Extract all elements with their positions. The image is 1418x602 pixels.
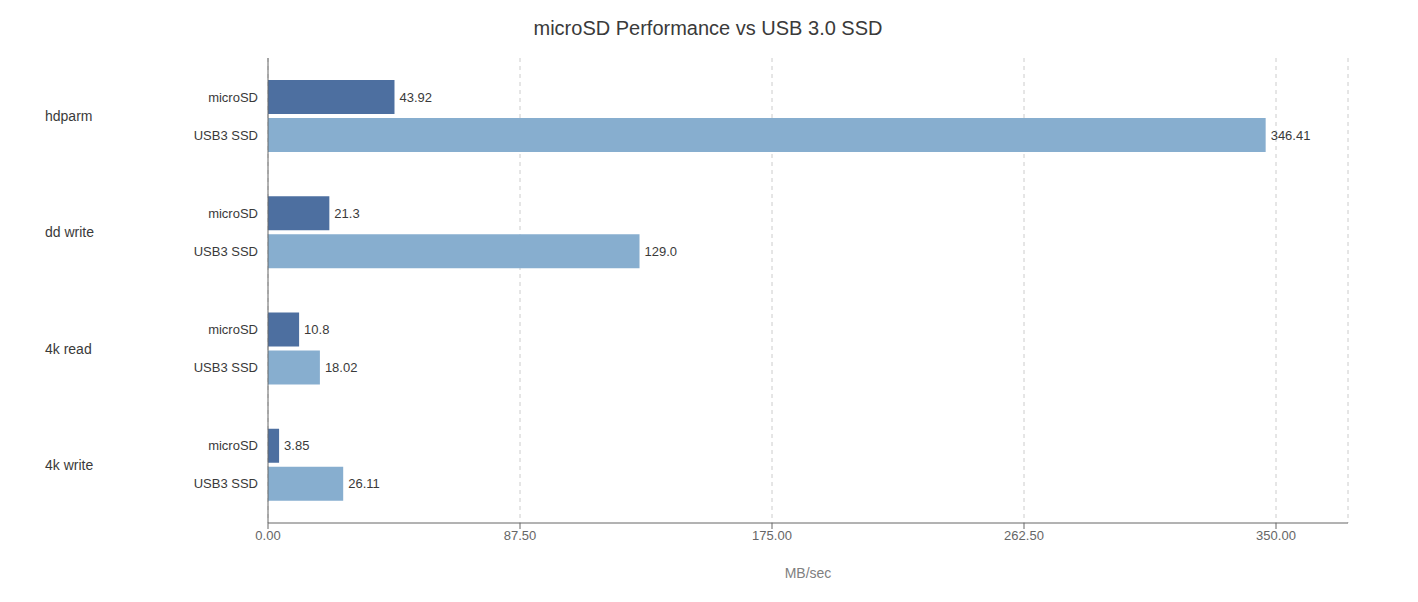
- svg-text:10.8: 10.8: [304, 322, 329, 337]
- svg-text:0.00: 0.00: [255, 528, 280, 543]
- svg-text:microSD: microSD: [208, 206, 258, 221]
- svg-text:87.50: 87.50: [504, 528, 537, 543]
- svg-text:262.50: 262.50: [1004, 528, 1044, 543]
- svg-text:USB3 SSD: USB3 SSD: [194, 360, 258, 375]
- svg-text:350.00: 350.00: [1256, 528, 1296, 543]
- svg-text:26.11: 26.11: [348, 476, 380, 491]
- svg-text:4k read: 4k read: [45, 341, 92, 357]
- svg-text:USB3 SSD: USB3 SSD: [194, 476, 258, 491]
- svg-text:dd write: dd write: [45, 224, 94, 240]
- svg-text:USB3 SSD: USB3 SSD: [194, 128, 258, 143]
- svg-text:346.41: 346.41: [1271, 128, 1311, 143]
- html-text:microSD Performance vs USB 3.0: microSD Performance vs USB 3.0 SSD: [533, 17, 883, 39]
- svg-text:21.3: 21.3: [334, 206, 359, 221]
- svg-text:3.85: 3.85: [284, 438, 309, 453]
- svg-text:43.92: 43.92: [399, 90, 432, 105]
- svg-text:microSD: microSD: [208, 90, 258, 105]
- svg-text:MB/sec: MB/sec: [785, 565, 832, 581]
- svg-text:18.02: 18.02: [325, 360, 358, 375]
- svg-text:hdparm: hdparm: [45, 108, 92, 124]
- svg-text:4k write: 4k write: [45, 457, 93, 473]
- svg-text:microSD: microSD: [208, 438, 258, 453]
- svg-text:USB3 SSD: USB3 SSD: [194, 244, 258, 259]
- svg-text:175.00: 175.00: [752, 528, 792, 543]
- svg-text:microSD: microSD: [208, 322, 258, 337]
- svg-text:129.0: 129.0: [645, 244, 678, 259]
